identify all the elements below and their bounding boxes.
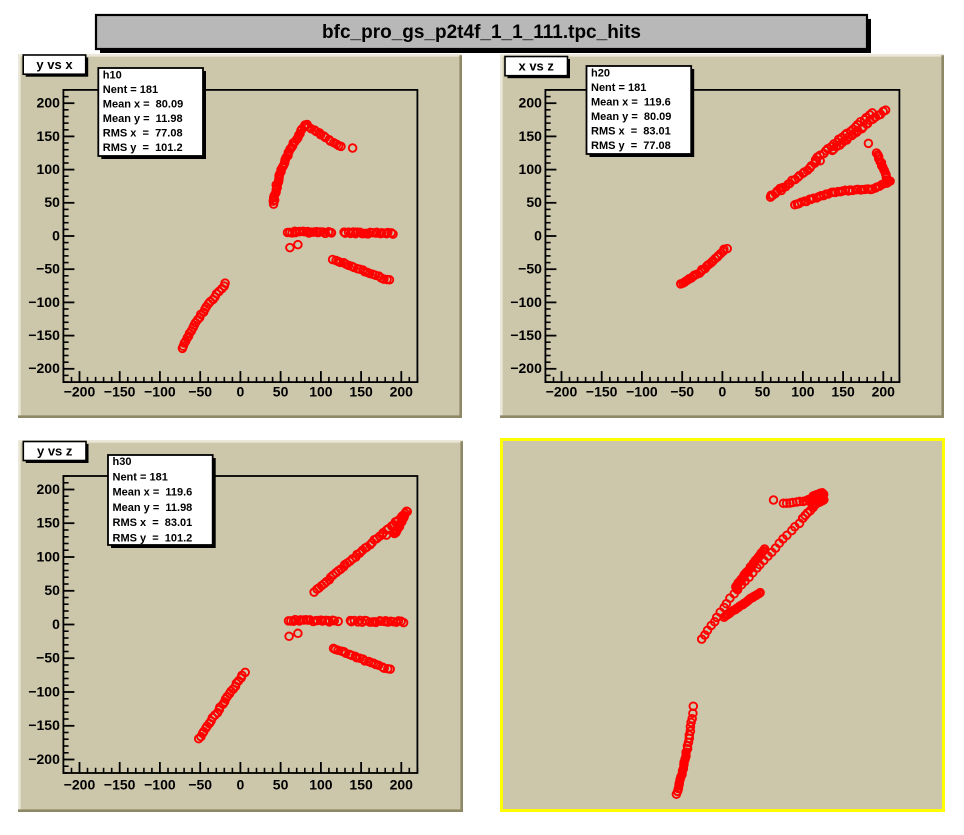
svg-text:−150: −150 [104,776,136,792]
svg-text:−150: −150 [28,327,60,343]
svg-text:Mean x = 80.09: Mean x = 80.09 [103,98,183,110]
svg-text:−50: −50 [36,650,60,666]
svg-text:0: 0 [237,384,245,400]
svg-text:RMS x = 83.01: RMS x = 83.01 [591,126,671,138]
svg-text:200: 200 [519,95,543,111]
svg-text:50: 50 [526,194,542,210]
svg-text:−150: −150 [586,384,618,400]
svg-text:bfc_pro_gs_p2t4f_1_1_111.tpc_h: bfc_pro_gs_p2t4f_1_1_111.tpc_hits [322,22,641,43]
svg-text:h10: h10 [103,69,122,81]
svg-text:−100: −100 [28,683,60,699]
svg-text:50: 50 [44,582,60,598]
svg-text:0: 0 [719,384,727,400]
svg-text:−200: −200 [28,751,60,767]
svg-text:−50: −50 [188,384,212,400]
svg-text:y vs x: y vs x [36,57,73,72]
svg-text:−100: −100 [144,776,176,792]
svg-text:Mean y = 11.98: Mean y = 11.98 [113,502,193,514]
svg-text:200: 200 [37,481,61,497]
svg-text:RMS x = 83.01: RMS x = 83.01 [113,517,193,529]
svg-text:100: 100 [37,161,61,177]
svg-text:100: 100 [309,384,333,400]
svg-text:0: 0 [52,227,60,243]
svg-text:200: 200 [872,384,896,400]
svg-text:Mean x = 119.6: Mean x = 119.6 [113,487,193,499]
svg-text:x vs z: x vs z [518,59,554,74]
svg-text:Nent = 181: Nent = 181 [113,471,168,483]
svg-text:−200: −200 [64,776,96,792]
svg-text:−200: −200 [546,384,578,400]
svg-text:−100: −100 [144,384,176,400]
svg-text:RMS y = 101.2: RMS y = 101.2 [113,533,193,545]
svg-text:Mean y = 80.09: Mean y = 80.09 [591,111,671,123]
svg-text:Mean y = 11.98: Mean y = 11.98 [103,113,183,125]
svg-text:Nent = 181: Nent = 181 [103,84,158,96]
svg-text:0: 0 [534,227,542,243]
svg-text:200: 200 [37,95,61,111]
svg-text:100: 100 [309,776,333,792]
svg-text:0: 0 [237,776,245,792]
svg-text:200: 200 [390,776,414,792]
svg-text:−100: −100 [626,384,658,400]
svg-text:−150: −150 [104,384,136,400]
svg-text:Nent = 181: Nent = 181 [591,82,646,94]
svg-text:−200: −200 [510,360,542,376]
svg-text:y vs z: y vs z [37,444,73,459]
svg-text:−50: −50 [670,384,694,400]
svg-text:150: 150 [37,128,61,144]
svg-text:100: 100 [519,161,543,177]
svg-text:−50: −50 [36,261,60,277]
svg-text:200: 200 [390,384,414,400]
svg-text:−200: −200 [64,384,96,400]
svg-text:−50: −50 [518,261,542,277]
svg-text:−150: −150 [510,327,542,343]
svg-text:150: 150 [349,384,373,400]
svg-text:150: 150 [519,128,543,144]
svg-text:RMS y = 101.2: RMS y = 101.2 [103,142,183,154]
svg-text:RMS x = 77.08: RMS x = 77.08 [103,128,183,140]
svg-text:h20: h20 [591,67,610,79]
svg-text:150: 150 [349,776,373,792]
svg-text:100: 100 [37,548,61,564]
svg-text:50: 50 [273,384,289,400]
svg-text:−100: −100 [28,294,60,310]
svg-text:−150: −150 [28,717,60,733]
svg-text:Mean x = 119.6: Mean x = 119.6 [591,96,671,108]
svg-text:−200: −200 [28,360,60,376]
svg-text:50: 50 [273,776,289,792]
svg-text:50: 50 [44,194,60,210]
svg-text:RMS y = 77.08: RMS y = 77.08 [591,140,671,152]
svg-text:0: 0 [52,616,60,632]
svg-text:h30: h30 [113,456,132,468]
svg-text:−100: −100 [510,294,542,310]
svg-text:150: 150 [831,384,855,400]
svg-text:100: 100 [791,384,815,400]
svg-text:50: 50 [755,384,771,400]
svg-text:−50: −50 [188,776,212,792]
svg-text:150: 150 [37,515,61,531]
